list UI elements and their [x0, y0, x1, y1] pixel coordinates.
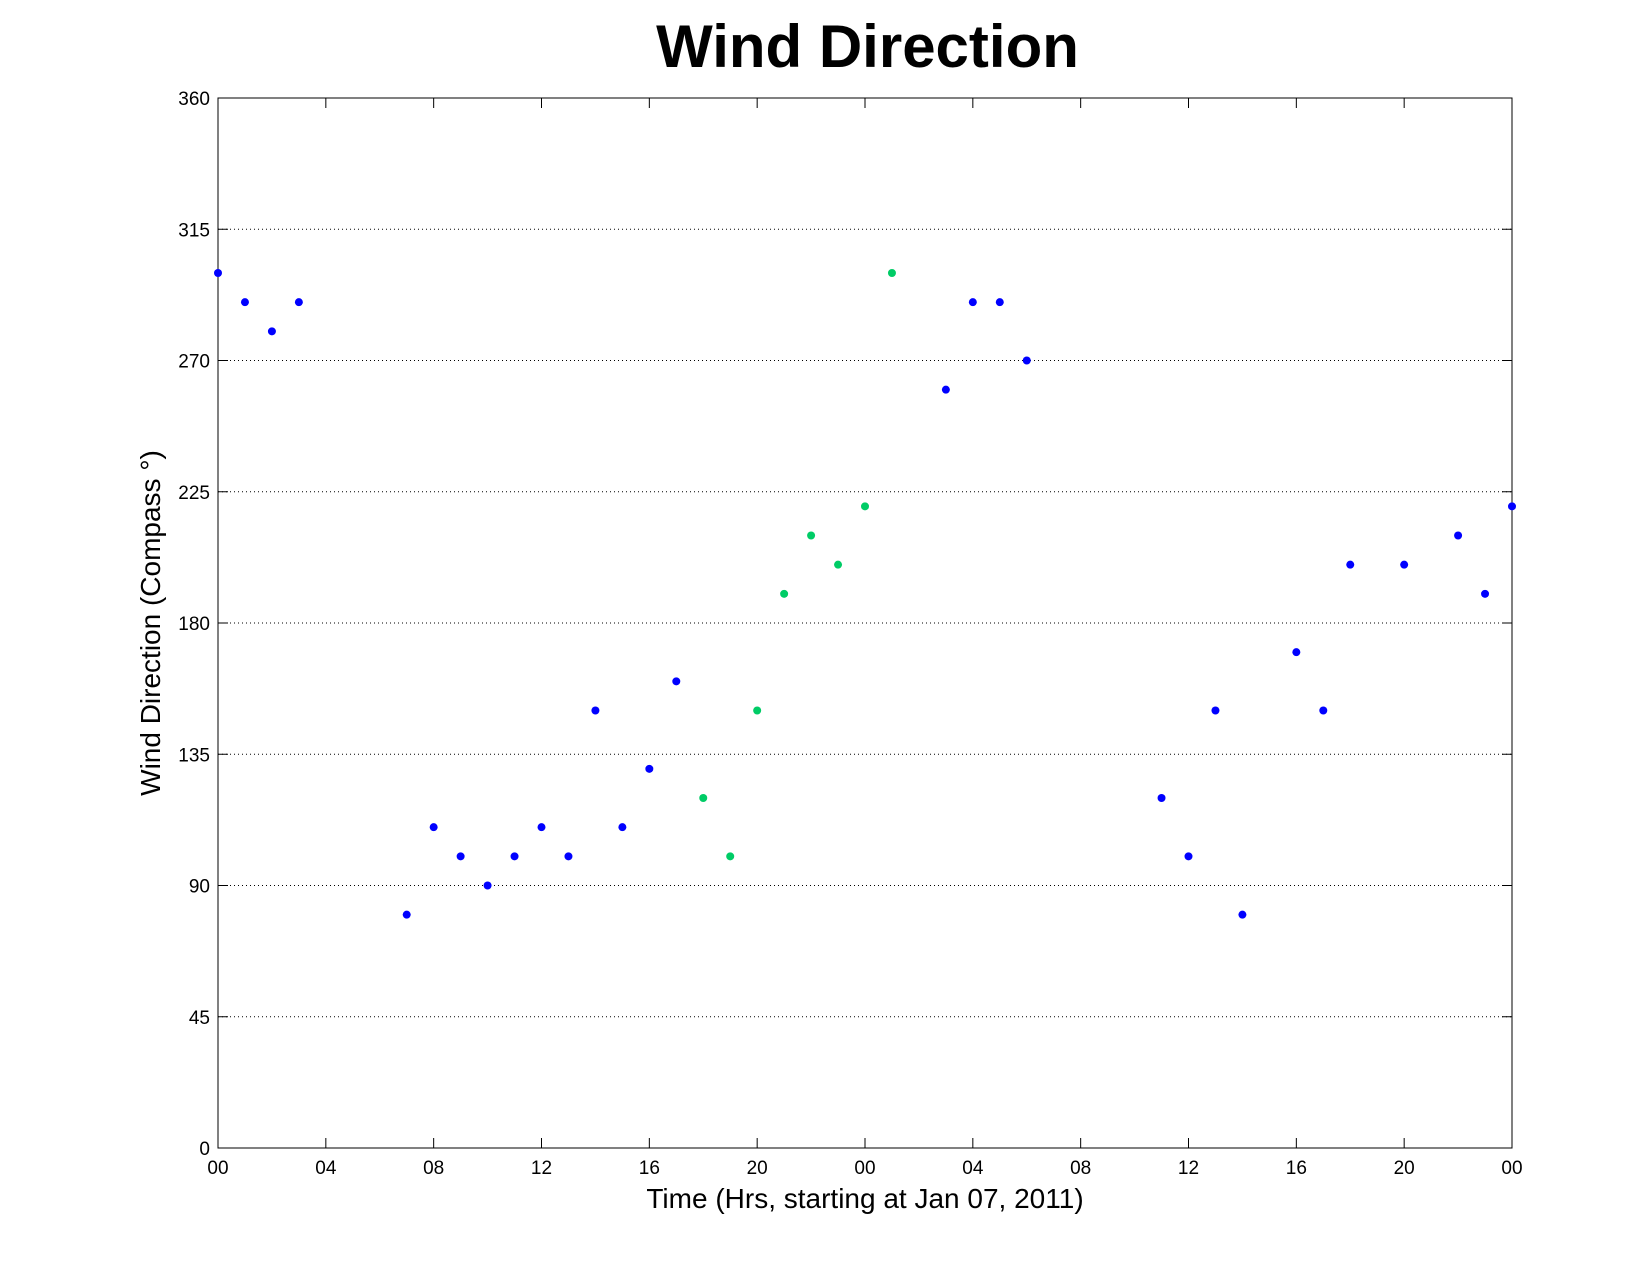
- data-point: [968, 298, 977, 307]
- data-point: [618, 823, 627, 832]
- y-tick-label: 135: [178, 745, 210, 766]
- data-point: [1508, 502, 1516, 511]
- y-tick-label: 0: [199, 1139, 210, 1160]
- data-point: [429, 823, 438, 832]
- data-point: [1238, 910, 1247, 919]
- data-point: [861, 502, 869, 511]
- y-tick-label: 45: [189, 1008, 210, 1029]
- data-point: [753, 706, 762, 715]
- data-point: [1211, 706, 1220, 715]
- x-tick-label: 12: [1178, 1158, 1199, 1179]
- y-axis-label: Wind Direction (Compass °): [135, 450, 166, 796]
- data-point: [995, 298, 1004, 307]
- y-tick-label: 270: [178, 352, 210, 373]
- x-tick-label: 08: [1070, 1158, 1091, 1179]
- data-point: [1346, 560, 1355, 569]
- data-point: [240, 298, 249, 307]
- x-tick-label: 00: [1501, 1158, 1522, 1179]
- x-tick-label: 12: [531, 1158, 552, 1179]
- x-axis-label: Time (Hrs, starting at Jan 07, 2011): [646, 1183, 1083, 1214]
- data-point: [672, 677, 681, 686]
- data-point: [1481, 589, 1490, 598]
- axes-box: [217, 97, 1513, 1149]
- data-point: [1157, 794, 1166, 802]
- data-point: [726, 852, 735, 861]
- data-point: [1319, 706, 1328, 715]
- data-point: [1292, 648, 1301, 657]
- data-point: [267, 327, 276, 336]
- x-tick-label: 20: [1394, 1158, 1415, 1179]
- data-point: [483, 881, 492, 890]
- y-tick-label: 180: [178, 614, 210, 635]
- data-point: [941, 385, 950, 394]
- data-point: [1454, 531, 1463, 540]
- data-point: [699, 794, 708, 802]
- x-tick-label: 00: [854, 1158, 875, 1179]
- x-tick-label: 00: [207, 1158, 228, 1179]
- data-point: [456, 852, 465, 861]
- x-tick-label: 04: [315, 1158, 337, 1179]
- data-point: [807, 531, 816, 540]
- x-tick-label: 04: [962, 1158, 984, 1179]
- data-point: [294, 298, 303, 307]
- data-point: [537, 823, 546, 832]
- data-point: [1184, 852, 1193, 861]
- data-point: [402, 910, 411, 919]
- y-tick-label: 360: [178, 89, 210, 110]
- data-point: [887, 269, 896, 277]
- chart-title: Wind Direction: [656, 13, 1079, 80]
- data-point: [564, 852, 573, 861]
- data-point: [214, 269, 222, 277]
- data-point: [645, 764, 654, 773]
- y-tick-label: 315: [178, 220, 210, 241]
- x-tick-label: 20: [747, 1158, 768, 1179]
- x-tick-label: 16: [639, 1158, 660, 1179]
- y-tick-label: 90: [189, 877, 210, 898]
- y-tick-label: 225: [178, 483, 210, 504]
- x-tick-label: 08: [423, 1158, 444, 1179]
- data-point: [510, 852, 519, 861]
- data-point: [1400, 560, 1409, 569]
- data-point: [591, 706, 600, 715]
- data-point: [780, 589, 789, 598]
- x-tick-label: 16: [1286, 1158, 1307, 1179]
- data-point: [834, 560, 843, 569]
- data-point: [1022, 356, 1031, 365]
